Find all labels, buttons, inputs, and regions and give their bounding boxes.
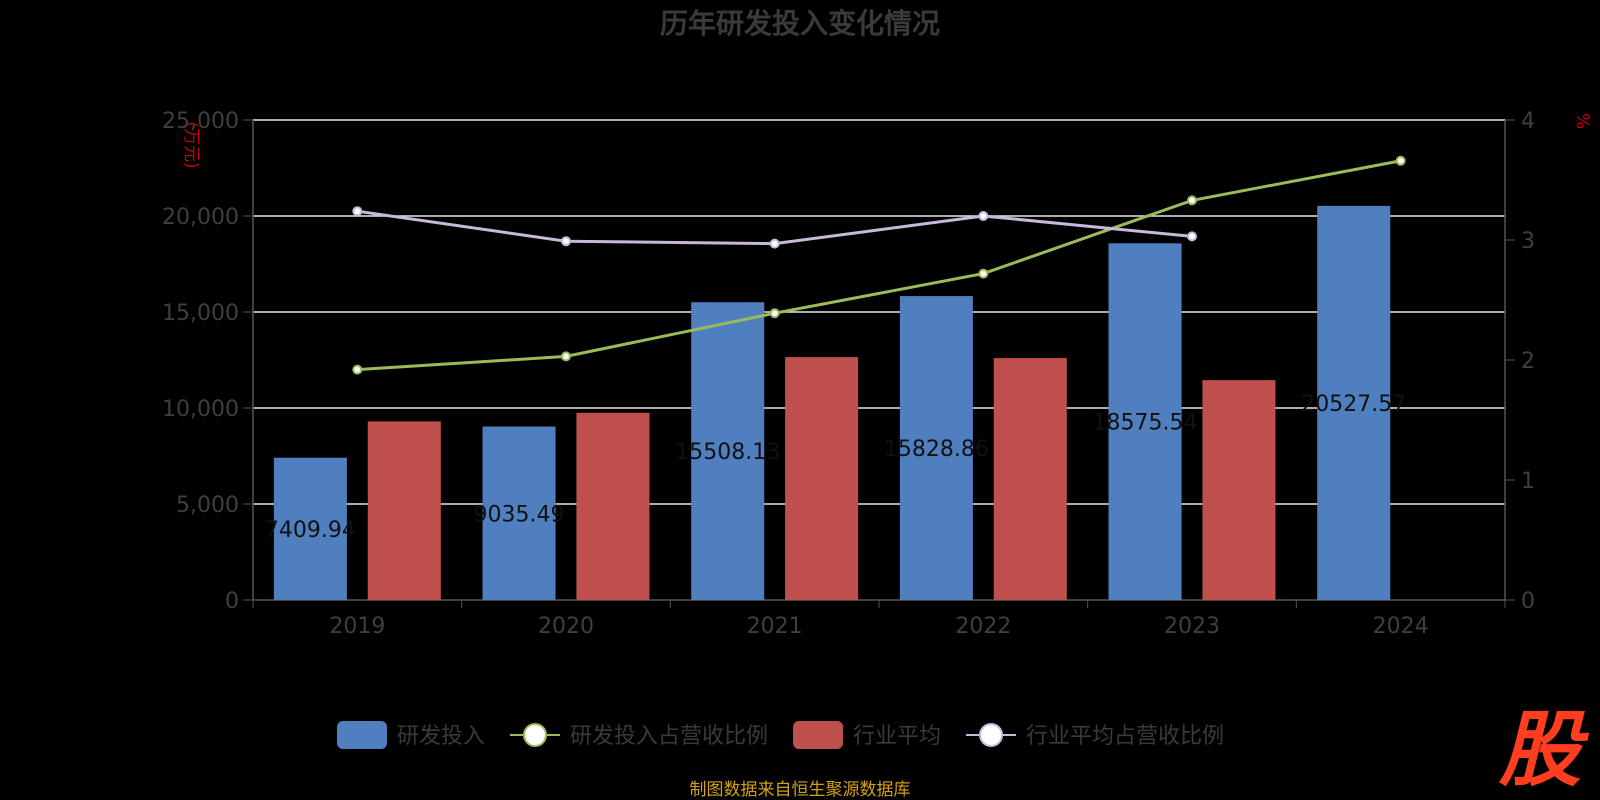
legend-label: 研发投入: [397, 724, 485, 749]
line-point: [769, 238, 780, 249]
right-tick-label: 1: [1521, 469, 1535, 494]
bar: [576, 412, 650, 600]
left-tick-label: 25,000: [162, 109, 239, 134]
bar-data-label: 15508.13: [675, 440, 780, 465]
source-note: 制图数据来自恒生聚源数据库: [690, 780, 911, 800]
data-labels: 7409.94 9035.49 15508.13 15828.86 18575.54 20…: [265, 392, 1406, 543]
right-tick-label: 0: [1521, 589, 1535, 614]
x-tick-label: 2020: [538, 614, 594, 639]
x-tick-label: 2021: [747, 614, 803, 639]
bar-data-label: 20527.57: [1301, 392, 1406, 417]
right-tick-label: 4: [1521, 109, 1535, 134]
bar: [785, 357, 859, 600]
bar: [1317, 205, 1391, 600]
grid-lines: [253, 119, 1505, 505]
axes: 0 5,000 10,000 15,000 20,000 25,000 0 1 2 3 4 2019 2…: [162, 109, 1535, 639]
bar: [993, 358, 1067, 600]
line-point: [1395, 155, 1406, 166]
x-tick-label: 2024: [1373, 614, 1429, 639]
legend-label: 研发投入占营收比例: [570, 724, 768, 749]
left-tick-label: 20,000: [162, 205, 239, 230]
legend-label: 行业平均占营收比例: [1026, 724, 1224, 749]
legend-swatch: [337, 721, 387, 749]
left-tick-label: 0: [225, 589, 239, 614]
right-tick-label: 3: [1521, 229, 1535, 254]
line-point: [978, 268, 989, 279]
x-tick-label: 2022: [955, 614, 1011, 639]
bar: [899, 296, 973, 600]
right-tick-label: 2: [1521, 349, 1535, 374]
chart-title: 历年研发投入变化情况: [660, 7, 940, 40]
line-point: [561, 236, 571, 247]
bar-data-label: 9035.49: [474, 502, 565, 527]
bar-data-label: 18575.54: [1093, 411, 1198, 436]
bar-data-label: 7409.94: [265, 518, 356, 543]
bar: [273, 457, 347, 600]
line-point: [1187, 231, 1197, 242]
legend-swatch: [793, 721, 844, 749]
legend: 研发投入 研发投入占营收比例 行业平均 行业平均占营收比例: [337, 721, 1224, 749]
line-series: [352, 155, 1406, 375]
left-tick-label: 5,000: [176, 493, 239, 518]
x-tick-label: 2019: [329, 614, 385, 639]
line-point: [352, 364, 363, 375]
bar: [482, 426, 556, 600]
series-line: [357, 159, 1401, 372]
line-point: [561, 351, 571, 362]
legend-swatch: [523, 723, 548, 747]
legend-label: 行业平均: [853, 724, 941, 749]
bar: [691, 302, 765, 600]
line-point: [1187, 195, 1197, 206]
left-axis-unit: (万元): [181, 121, 201, 168]
bar: [1108, 243, 1182, 601]
bar: [367, 421, 441, 600]
left-tick-label: 10,000: [162, 397, 239, 422]
line-point: [769, 308, 780, 319]
bar-series: [273, 205, 1391, 601]
line-point: [352, 206, 363, 217]
legend-swatch: [979, 723, 1004, 747]
bar: [1202, 380, 1276, 600]
left-tick-label: 15,000: [162, 301, 239, 326]
bar-data-label: 15828.86: [884, 437, 989, 462]
x-tick-label: 2023: [1164, 614, 1220, 639]
brand-logo: 股: [1498, 703, 1589, 798]
line-point: [978, 211, 989, 221]
right-axis-unit: %: [1572, 113, 1592, 129]
